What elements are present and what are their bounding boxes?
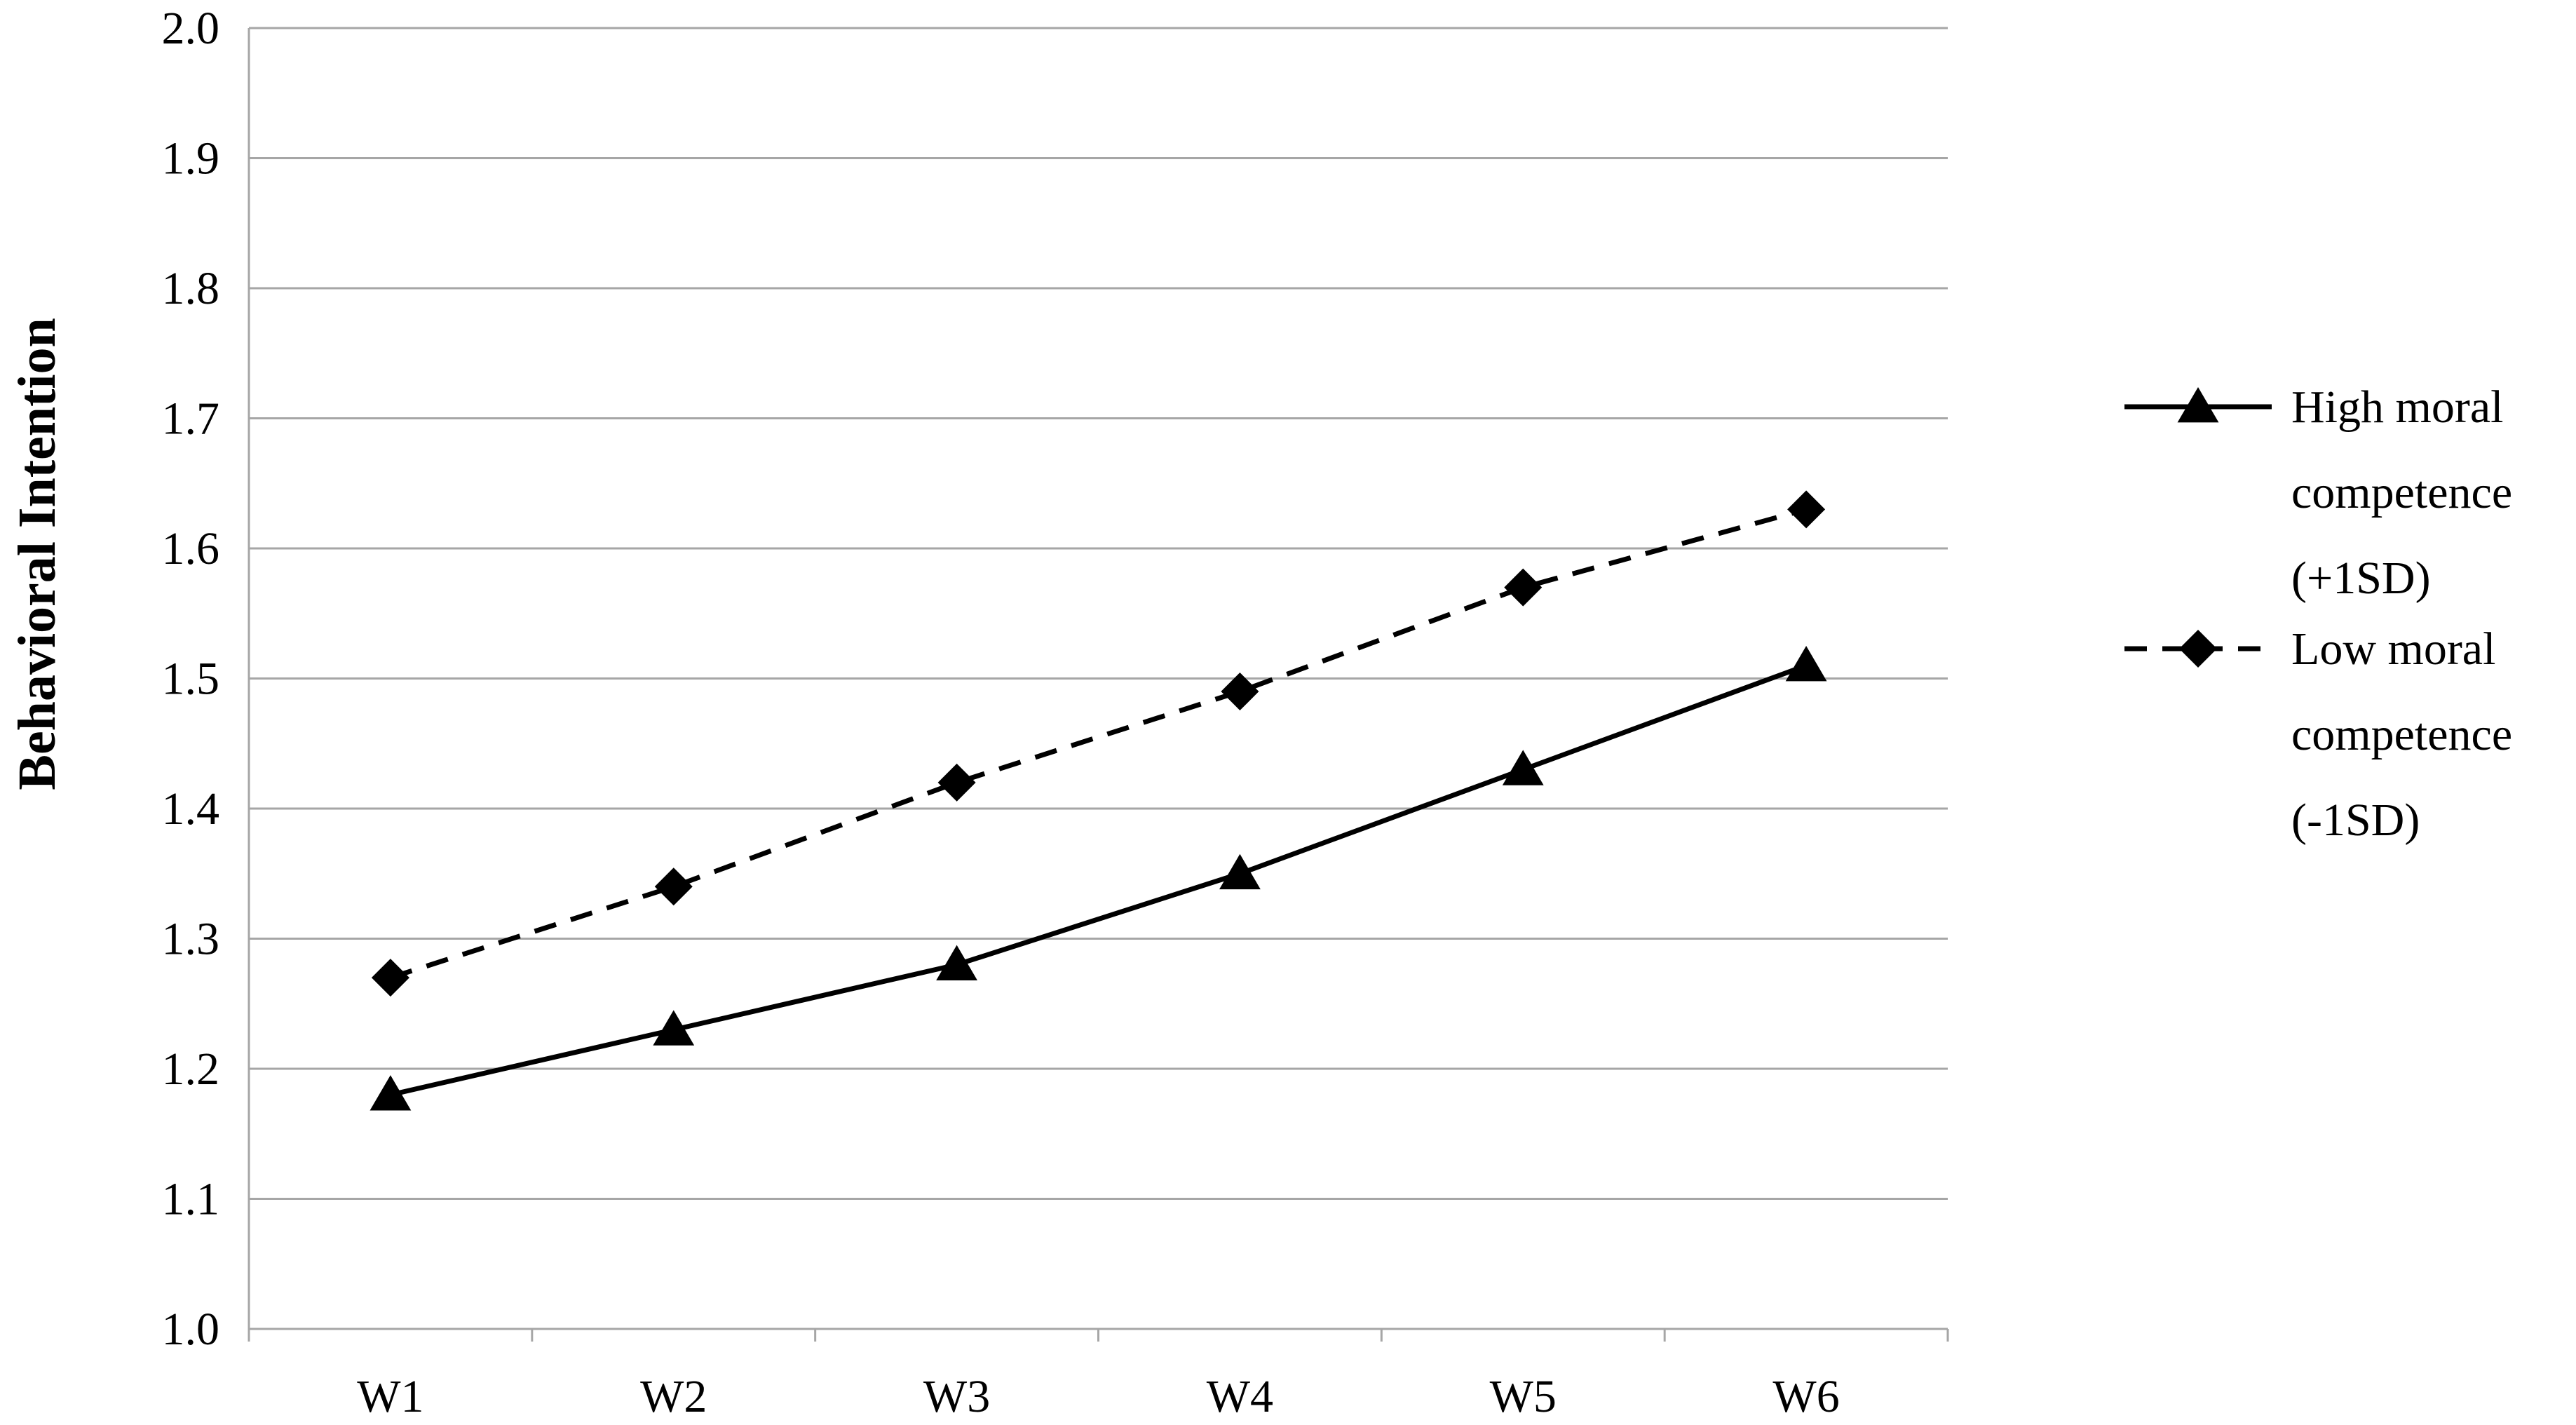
legend-label-low-moral-competence-1sd: (-1SD) — [2291, 795, 2420, 846]
y-tick-label-1-7: 1.7 — [162, 393, 220, 445]
x-tick-label-w4: W4 — [1207, 1371, 1273, 1422]
x-tick-label-w2: W2 — [640, 1371, 707, 1422]
y-tick-label-1-1: 1.1 — [162, 1174, 220, 1225]
x-tick-label-w5: W5 — [1490, 1371, 1557, 1422]
triangle-marker-w4 — [1219, 853, 1261, 890]
y-tick-label-1-5: 1.5 — [162, 654, 220, 705]
triangle-marker-w3 — [936, 945, 977, 980]
y-tick-labels: 1.0 1.1 1.2 1.3 1.4 1.5 1.6 1.7 1.8 1.9 2.0 — [162, 3, 220, 1355]
legend-label-high-moral-competence-1sd: competence — [2291, 467, 2512, 518]
triangle-marker-w5 — [1502, 750, 1544, 785]
x-tick-labels: W1 W2 W3 W4 W5 W6 — [357, 1371, 1839, 1422]
x-tick-label-w3: W3 — [923, 1371, 990, 1422]
series-lines — [370, 490, 1827, 1111]
y-tick-label-1-4: 1.4 — [162, 783, 220, 835]
legend-label-low-moral-competence-1sd: competence — [2291, 709, 2512, 760]
legend-marker-low-moral-competence-1sd — [2179, 630, 2217, 668]
y-tick-label-1-0: 1.0 — [162, 1304, 220, 1355]
y-tick-label-1-6: 1.6 — [162, 523, 220, 574]
y-tick-label-1-2: 1.2 — [162, 1044, 220, 1095]
diamond-marker-w2 — [654, 867, 693, 906]
y-axis-title: Behavioral Intention — [8, 318, 67, 790]
legend-marker-high-moral-competence-1sd — [2177, 387, 2219, 423]
y-tick-label-1-3: 1.3 — [162, 914, 220, 965]
legend: High moral competence (+1SD) Low moral compe… — [2124, 381, 2512, 846]
series-line-low-moral-competence-1sd — [389, 506, 1808, 980]
legend-label-high-moral-competence-1sd: High moral — [2291, 381, 2503, 433]
diamond-marker-w6 — [1787, 490, 1826, 529]
diamond-marker-w1 — [371, 959, 409, 997]
triangle-marker-w2 — [653, 1010, 695, 1046]
x-tick-label-w1: W1 — [357, 1371, 423, 1422]
triangle-marker-w1 — [370, 1075, 412, 1111]
y-tick-label-1-9: 1.9 — [162, 133, 220, 184]
axes — [248, 28, 1949, 1342]
x-tick-label-w6: W6 — [1772, 1371, 1839, 1422]
series-line-high-moral-competence-1sd — [390, 663, 1808, 1098]
y-tick-label-2-0: 2.0 — [162, 3, 220, 54]
diamond-marker-w4 — [1221, 673, 1259, 711]
triangle-marker-w6 — [1785, 645, 1827, 682]
legend-label-low-moral-competence-1sd: Low moral — [2291, 623, 2495, 675]
diamond-marker-w5 — [1504, 568, 1543, 607]
gridlines — [249, 27, 1948, 1330]
y-tick-label-1-8: 1.8 — [162, 263, 220, 314]
diamond-marker-w3 — [937, 763, 976, 802]
legend-label-high-moral-competence-1sd: (+1SD) — [2291, 553, 2431, 604]
